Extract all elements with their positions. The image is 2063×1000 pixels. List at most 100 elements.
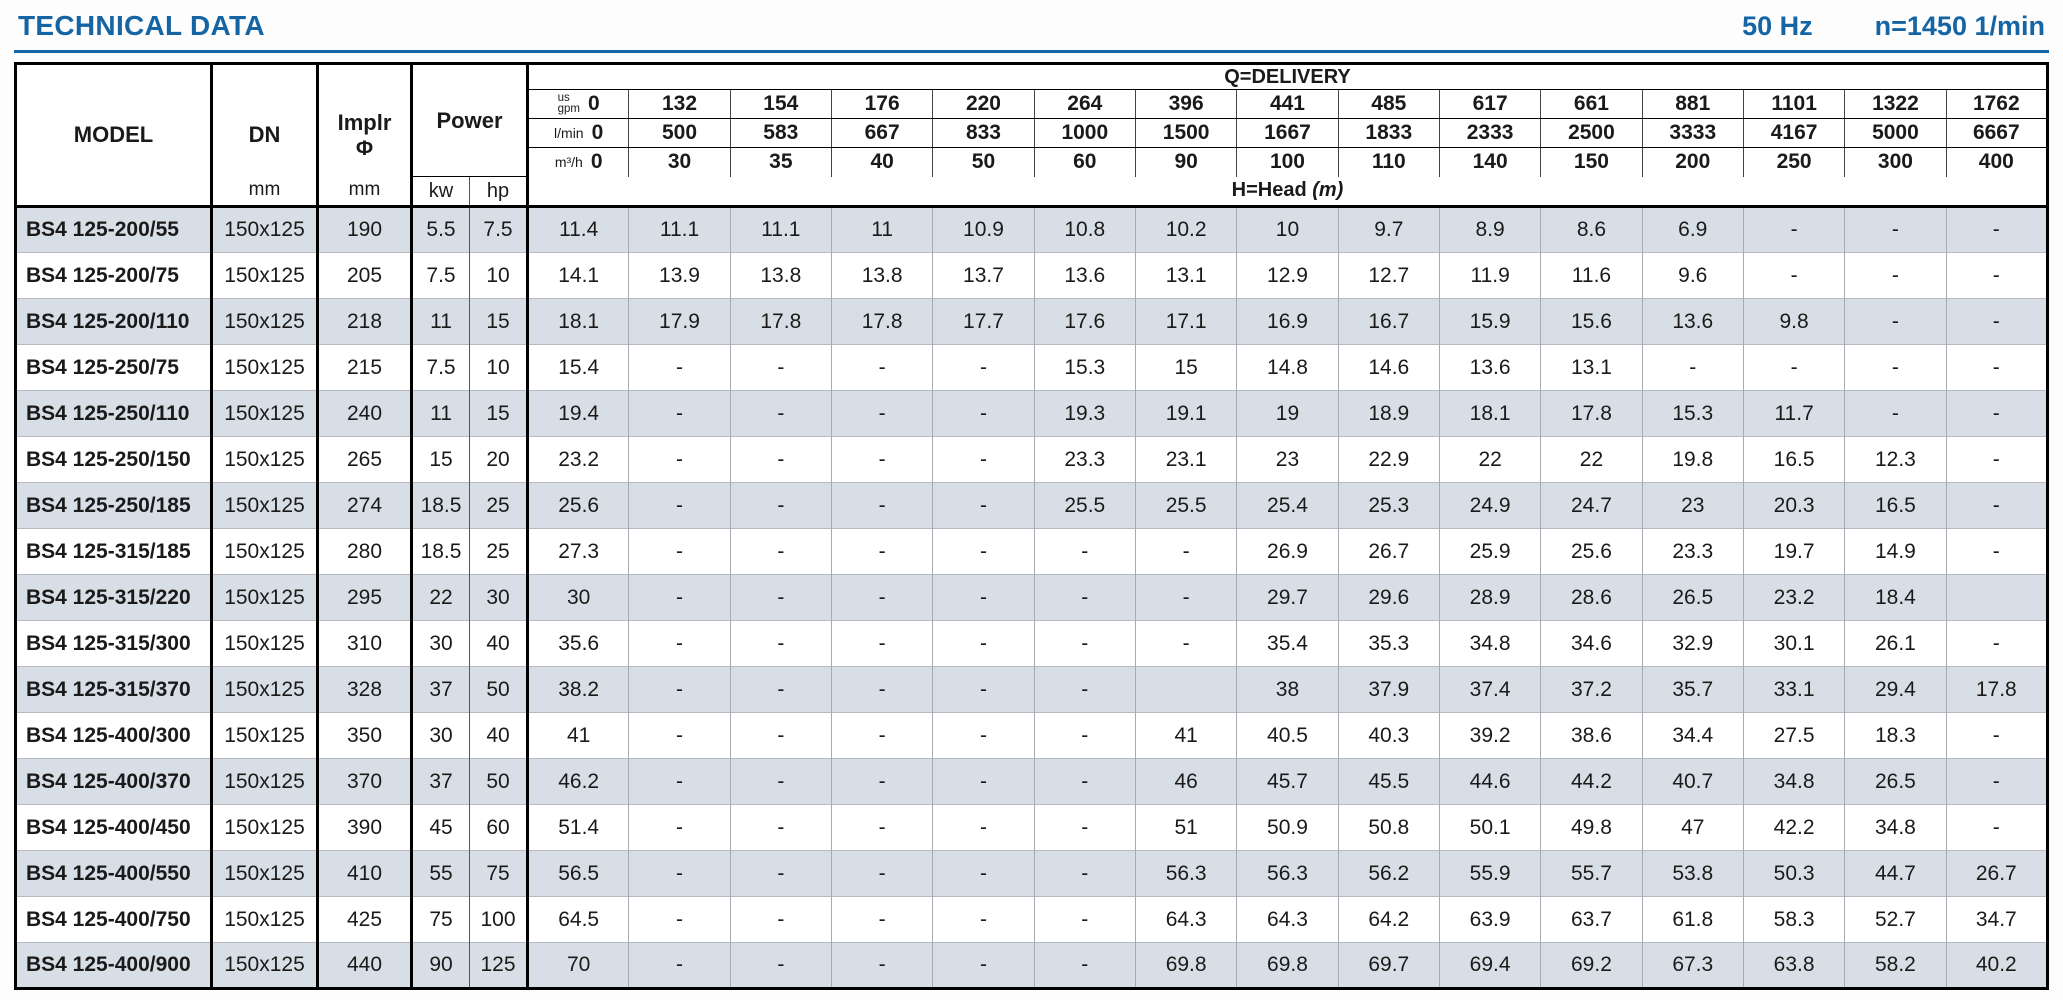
flow-lmin-value: 4167 [1742,118,1845,148]
dn-cell: 150x125 [211,758,319,805]
implr-cell: 440 [317,942,413,989]
head-value-cell: 17.8 [729,298,832,345]
head-value-cell: 24.9 [1438,482,1541,529]
head-value-cell: 35.6 [526,620,629,667]
head-value-cell: 50.1 [1438,804,1541,851]
head-value-cell: - [628,482,731,529]
model-cell: BS4 125-200/75 [15,252,213,299]
dn-cell: 150x125 [211,574,319,621]
head-value-cell: 40.5 [1236,712,1339,759]
head-value-cell: - [932,482,1035,529]
head-value-cell: 23.2 [1742,574,1845,621]
head-value-cell: 16.7 [1337,298,1440,345]
head-value-cell: - [628,528,731,575]
head-value-cell: 38.2 [526,666,629,713]
implr-cell: 310 [317,620,413,667]
head-value-cell: - [729,712,832,759]
head-value-cell: - [628,620,731,667]
head-value-cell: 11.9 [1438,252,1541,299]
head-value-cell: 41 [1134,712,1237,759]
table-row: BS4 125-400/750 150x125 425 75 100 64.5- - - - -6… [15,896,2048,943]
head-value-cell: - [830,528,933,575]
model-cell: BS4 125-400/550 [15,850,213,897]
head-value-cell: 18.1 [1438,390,1541,437]
flow-unit-lmin-label: l/min [554,125,584,141]
head-value-cell: 34.7 [1945,896,2048,943]
hp-cell: 30 [469,574,529,621]
head-value-cell: 38.6 [1540,712,1643,759]
head-label: H=Head [1231,179,1307,202]
flow-lmin-value: 583 [729,118,832,148]
head-value-cell: 18.3 [1844,712,1947,759]
implr-cell: 370 [317,758,413,805]
head-value-cell: - [830,344,933,391]
head-value-cell: 23.2 [526,436,629,483]
flow-usgpm-value: us gpm 0 [526,89,629,119]
head-value-cell: 69.2 [1540,942,1643,989]
head-value-cell: - [1945,620,2048,667]
head-value-cell: - [1945,482,2048,529]
flow-lmin-value: 667 [830,118,933,148]
flow-m3h-value: 50 [932,147,1035,177]
flow-lmin-value: 1833 [1337,118,1440,148]
head-value-cell: 9.7 [1337,205,1440,253]
head-value-cell: - [830,896,933,943]
head-value-cell: - [830,850,933,897]
head-value-cell: 42.2 [1742,804,1845,851]
flow-lmin-value: 5000 [1844,118,1947,148]
kw-cell: 7.5 [411,344,470,391]
head-value-cell: - [729,942,832,989]
head-value-cell: - [1945,758,2048,805]
flow-usgpm-value: 617 [1438,89,1541,119]
delivery-header-label: Q=DELIVERY [1224,65,1351,88]
kw-cell: 18.5 [411,482,470,529]
head-value-cell: 22.9 [1337,436,1440,483]
head-value-cell: 40.2 [1945,942,2048,989]
head-value-cell: 39.2 [1438,712,1541,759]
head-value-cell: 19 [1236,390,1339,437]
head-value-cell: 14.6 [1337,344,1440,391]
head-value-cell: - [1742,205,1845,253]
head-value-cell: 14.1 [526,252,629,299]
power-header-label: Power [436,107,503,133]
head-value-cell: 23.3 [1033,436,1136,483]
head-value-cell: - [1134,574,1237,621]
head-value-cell: 34.8 [1844,804,1947,851]
flow-unit-m3h-label: m³/h [554,154,583,171]
head-value-cell: 67.3 [1641,942,1744,989]
head-value-cell: - [830,666,933,713]
dn-cell: 150x125 [211,896,319,943]
head-value-cell: 11.4 [526,205,629,253]
flow-m3h-value: 300 [1844,147,1947,177]
head-value-cell: - [729,482,832,529]
head-value-cell: 26.5 [1641,574,1744,621]
flow-m3h-value: m³/h 0 [526,147,629,177]
kw-cell: 55 [411,850,470,897]
dn-cell: 150x125 [211,252,319,299]
model-cell: BS4 125-250/150 [15,436,213,483]
head-value-cell: - [729,620,832,667]
head-value-cell: 13.1 [1540,344,1643,391]
hp-cell: 25 [469,482,529,529]
kw-cell: 11 [411,298,470,345]
head-value-cell: - [1844,205,1947,253]
head-value-cell: - [1033,804,1136,851]
head-value-cell: 10.9 [932,205,1035,253]
flow-m3h-value: 200 [1641,147,1744,177]
head-value-cell: - [932,942,1035,989]
head-value-cell: 10 [1236,205,1339,253]
head-value-cell: 24.7 [1540,482,1643,529]
flow-usgpm-value: 264 [1033,89,1136,119]
head-value-cell: 15.6 [1540,298,1643,345]
hp-cell: 50 [469,666,529,713]
head-value-cell: 23.1 [1134,436,1237,483]
head-value-cell: 35.3 [1337,620,1440,667]
head-value-cell: - [1844,298,1947,345]
kw-cell: 11 [411,390,470,437]
implr-cell: 295 [317,574,413,621]
head-value-cell: 56.3 [1236,850,1339,897]
flow-lmin-value: 833 [932,118,1035,148]
hp-cell: 60 [469,804,529,851]
head-value-cell: 15.4 [526,344,629,391]
head-value-cell: 37.9 [1337,666,1440,713]
